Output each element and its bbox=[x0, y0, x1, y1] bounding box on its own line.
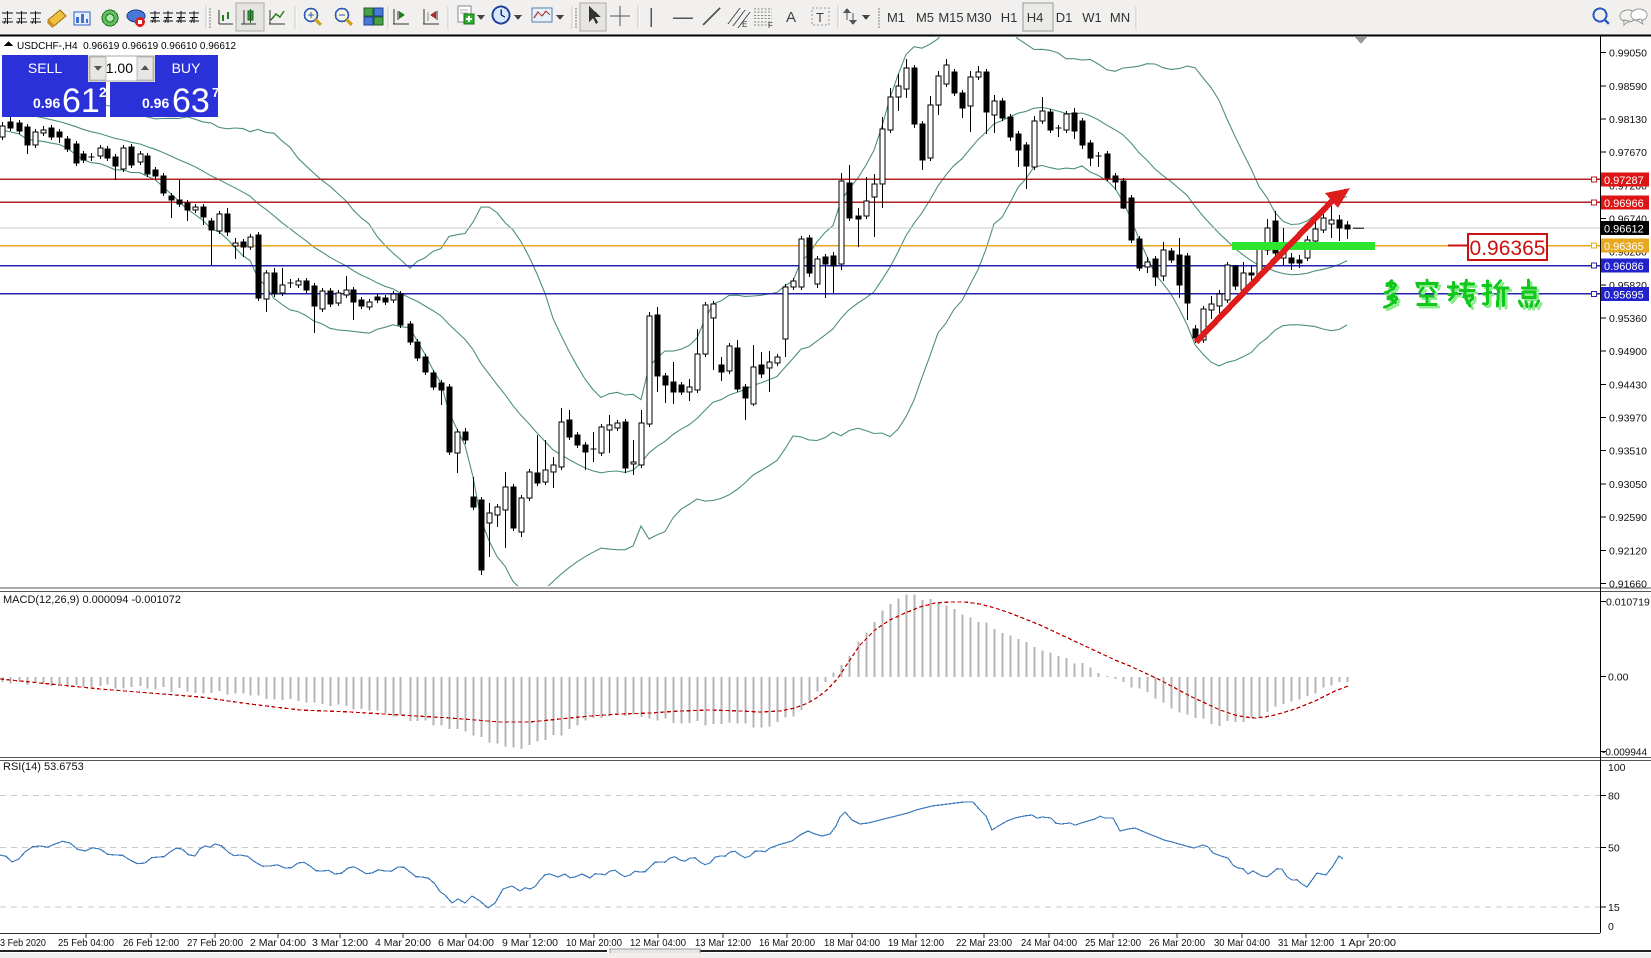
svg-text:0.96: 0.96 bbox=[33, 95, 60, 111]
svg-text:2: 2 bbox=[99, 84, 107, 100]
svg-text:0.94430: 0.94430 bbox=[1609, 380, 1647, 392]
svg-text:13 Mar 12:00: 13 Mar 12:00 bbox=[695, 938, 751, 949]
svg-text:22 Mar 23:00: 22 Mar 23:00 bbox=[956, 938, 1012, 949]
svg-text:H1: H1 bbox=[1001, 10, 1018, 25]
svg-text:0.93970: 0.93970 bbox=[1609, 413, 1647, 425]
svg-text:T: T bbox=[816, 10, 824, 25]
svg-text:0.96365: 0.96365 bbox=[1470, 237, 1546, 260]
svg-text:6 Mar 04:00: 6 Mar 04:00 bbox=[438, 938, 494, 949]
svg-text:0.97670: 0.97670 bbox=[1609, 147, 1647, 159]
svg-text:0.96612: 0.96612 bbox=[1604, 223, 1644, 235]
svg-text:15: 15 bbox=[1608, 902, 1620, 914]
svg-text:-0.009944: -0.009944 bbox=[1602, 748, 1647, 759]
svg-text:W1: W1 bbox=[1082, 10, 1102, 25]
svg-text:50: 50 bbox=[1608, 842, 1620, 854]
svg-text:18 Mar 04:00: 18 Mar 04:00 bbox=[824, 938, 880, 949]
svg-text:63: 63 bbox=[172, 82, 210, 120]
svg-text:A: A bbox=[786, 9, 796, 26]
svg-text:61: 61 bbox=[62, 82, 100, 120]
svg-text:4 Mar 20:00: 4 Mar 20:00 bbox=[375, 938, 431, 949]
svg-text:M5: M5 bbox=[916, 10, 934, 25]
svg-text:80: 80 bbox=[1608, 791, 1620, 803]
svg-text:12 Mar 04:00: 12 Mar 04:00 bbox=[630, 938, 686, 949]
svg-text:0.91660: 0.91660 bbox=[1609, 579, 1647, 591]
svg-text:31 Mar 12:00: 31 Mar 12:00 bbox=[1278, 938, 1334, 949]
svg-text:100: 100 bbox=[1608, 762, 1626, 774]
svg-text:0.96086: 0.96086 bbox=[1604, 261, 1644, 273]
svg-text:1.00: 1.00 bbox=[106, 60, 133, 76]
svg-text:E: E bbox=[742, 20, 747, 29]
svg-text:0.96: 0.96 bbox=[142, 95, 169, 111]
svg-text:0.96966: 0.96966 bbox=[1604, 198, 1644, 210]
svg-text:7: 7 bbox=[212, 85, 219, 100]
svg-text:0.95360: 0.95360 bbox=[1609, 313, 1647, 325]
svg-text:USDCHF-,H4 0.96619 0.96619 0.: USDCHF-,H4 0.96619 0.96619 0.96610 0.966… bbox=[17, 41, 236, 52]
svg-text:0.010719: 0.010719 bbox=[1606, 597, 1650, 609]
svg-text:27 Feb 20:00: 27 Feb 20:00 bbox=[187, 938, 243, 949]
svg-text:0: 0 bbox=[1608, 921, 1614, 933]
svg-text:0.95695: 0.95695 bbox=[1604, 289, 1644, 301]
svg-text:F: F bbox=[768, 21, 773, 30]
svg-text:0.93050: 0.93050 bbox=[1609, 479, 1647, 491]
svg-text:3 Mar 12:00: 3 Mar 12:00 bbox=[312, 938, 368, 949]
svg-text:1 Apr 20:00: 1 Apr 20:00 bbox=[1340, 938, 1396, 949]
svg-text:0.97287: 0.97287 bbox=[1604, 175, 1644, 187]
svg-text:10 Mar 20:00: 10 Mar 20:00 bbox=[566, 938, 622, 949]
svg-text:0.99050: 0.99050 bbox=[1609, 48, 1647, 60]
svg-text:0.00: 0.00 bbox=[1608, 671, 1629, 683]
svg-text:30 Mar 04:00: 30 Mar 04:00 bbox=[1214, 938, 1270, 949]
svg-text:26 Mar 20:00: 26 Mar 20:00 bbox=[1149, 938, 1205, 949]
svg-text:MACD(12,26,9) 0.000094 -0.0010: MACD(12,26,9) 0.000094 -0.001072 bbox=[3, 594, 181, 606]
svg-text:M30: M30 bbox=[966, 10, 991, 25]
svg-text:0.98130: 0.98130 bbox=[1609, 114, 1647, 126]
svg-text:16 Mar 20:00: 16 Mar 20:00 bbox=[759, 938, 815, 949]
svg-text:9 Mar 12:00: 9 Mar 12:00 bbox=[502, 938, 558, 949]
svg-text:3 Feb 2020: 3 Feb 2020 bbox=[0, 938, 46, 949]
svg-text:H4: H4 bbox=[1027, 10, 1044, 25]
svg-text:26 Feb 12:00: 26 Feb 12:00 bbox=[123, 938, 179, 949]
svg-text:0.93510: 0.93510 bbox=[1609, 446, 1647, 458]
svg-text:M15: M15 bbox=[938, 10, 963, 25]
svg-text:25 Feb 04:00: 25 Feb 04:00 bbox=[58, 938, 114, 949]
svg-text:SELL: SELL bbox=[28, 60, 62, 76]
svg-text:0.96365: 0.96365 bbox=[1604, 241, 1644, 253]
svg-text:0.92590: 0.92590 bbox=[1609, 512, 1647, 524]
svg-text:MN: MN bbox=[1110, 10, 1130, 25]
svg-text:M1: M1 bbox=[887, 10, 905, 25]
svg-text:2 Mar 04:00: 2 Mar 04:00 bbox=[250, 938, 306, 949]
svg-text:RSI(14) 53.6753: RSI(14) 53.6753 bbox=[3, 761, 84, 773]
svg-text:BUY: BUY bbox=[172, 60, 201, 76]
svg-text:0.92120: 0.92120 bbox=[1609, 546, 1647, 558]
svg-text:0.94900: 0.94900 bbox=[1609, 346, 1647, 358]
svg-text:0.98590: 0.98590 bbox=[1609, 81, 1647, 93]
svg-text:24 Mar 04:00: 24 Mar 04:00 bbox=[1021, 938, 1077, 949]
svg-text:25 Mar 12:00: 25 Mar 12:00 bbox=[1085, 938, 1141, 949]
svg-text:19 Mar 12:00: 19 Mar 12:00 bbox=[888, 938, 944, 949]
svg-text:D1: D1 bbox=[1056, 10, 1073, 25]
